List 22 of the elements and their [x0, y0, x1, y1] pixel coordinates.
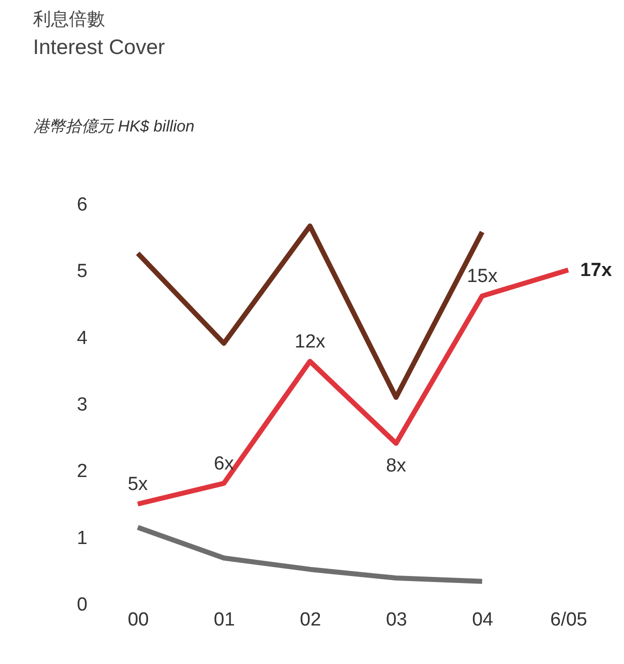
x-tick-label: 01: [214, 610, 235, 630]
y-tick-label: 2: [76, 461, 88, 482]
x-tick-label: 6/05: [550, 610, 588, 630]
annotation: 8x: [386, 455, 407, 476]
x-tick-label: 04: [472, 610, 494, 630]
y-tick-label: 3: [76, 394, 88, 416]
x-tick-label: 00: [128, 610, 149, 630]
annotation: 17x: [580, 260, 612, 281]
chart-title: 利息倍數: [33, 9, 105, 29]
annotation: 6x: [214, 453, 234, 474]
x-tick-label: 02: [300, 610, 322, 630]
x-tick-label: 03: [386, 610, 408, 630]
annotation: 15x: [466, 266, 498, 287]
y-tick-label: 6: [76, 194, 88, 216]
annotation: 5x: [128, 474, 148, 495]
y-tick-label: 0: [76, 594, 88, 616]
chart-subtitle: Interest Cover: [33, 36, 165, 59]
annotation: 12x: [294, 331, 326, 352]
y-tick-label: 5: [76, 261, 88, 282]
y-tick-label: 1: [76, 528, 88, 549]
y-axis-title: 港幣拾億元 HK$ billion: [34, 118, 195, 136]
y-tick-label: 4: [76, 328, 88, 349]
